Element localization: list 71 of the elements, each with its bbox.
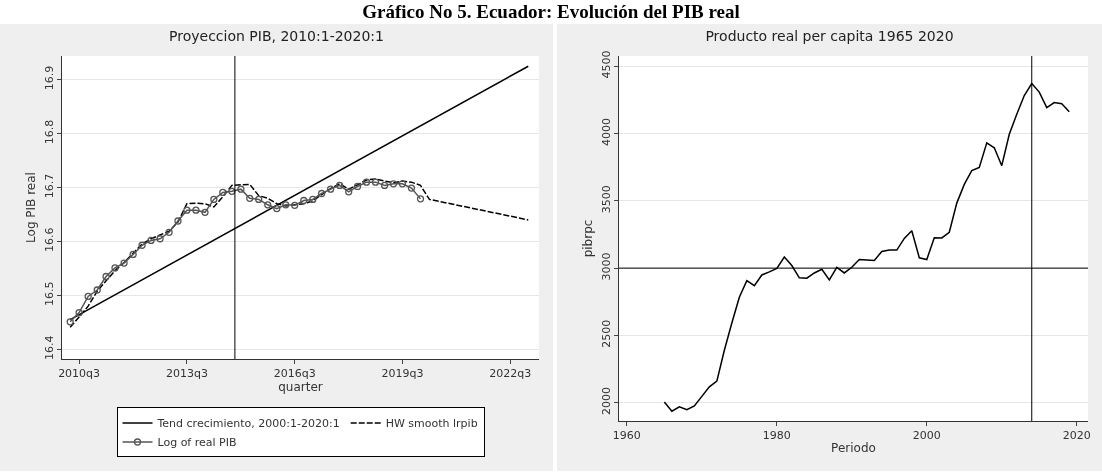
- x-tick-label: 2016q3: [273, 367, 316, 381]
- y-axis-title: pibrpc: [580, 219, 595, 258]
- point: [335, 181, 344, 190]
- point: [138, 241, 146, 249]
- point: [282, 201, 290, 209]
- point: [398, 180, 407, 188]
- y-tick-label: 16.9: [42, 65, 56, 91]
- point: [120, 259, 128, 267]
- point: [416, 195, 425, 203]
- x-tick-label: 2020: [1062, 429, 1091, 443]
- text: Gráfico No 5. Ecuador: Evolución del PIB real: [361, 0, 741, 24]
- point: [300, 196, 308, 205]
- point: [291, 201, 299, 209]
- y-tick-label: 16.5: [42, 281, 56, 306]
- point: [201, 208, 209, 216]
- x-axis-title: quarter: [278, 380, 323, 395]
- y-tick-label: 3500: [599, 185, 613, 214]
- point: [93, 286, 101, 294]
- point: [353, 182, 362, 191]
- point: [362, 178, 371, 186]
- point: [156, 235, 164, 243]
- point: [192, 206, 200, 214]
- point: [102, 272, 110, 281]
- point: [255, 195, 263, 204]
- point: [165, 228, 173, 236]
- y-tick-label: 16.4: [42, 335, 56, 360]
- legend-label: Log of real PIB: [157, 436, 237, 450]
- point: [111, 264, 119, 272]
- point: [407, 184, 416, 192]
- point: [219, 188, 227, 197]
- point: [66, 318, 74, 326]
- legend-label: HW smooth lrpib: [385, 417, 478, 431]
- y-tick-label: 3000: [599, 252, 613, 281]
- x-tick-label: 2022q3: [489, 367, 532, 381]
- y-tick-label: 16.8: [42, 119, 56, 145]
- x-tick-label: 1980: [762, 429, 791, 443]
- point: [273, 204, 281, 213]
- chart-title: Producto real per capita 1965 2020: [705, 27, 954, 44]
- x-tick-label: 2013q3: [165, 367, 208, 381]
- point: [246, 194, 254, 202]
- point: [75, 308, 83, 317]
- point: [174, 217, 182, 225]
- y-tick-label: 16.7: [42, 173, 56, 199]
- y-axis-title: Log PIB real: [23, 172, 38, 243]
- point: [183, 206, 191, 214]
- point: [237, 185, 245, 193]
- y-tick-label: 16.6: [42, 227, 56, 253]
- point: [264, 201, 272, 209]
- point: [380, 181, 389, 190]
- x-tick-label: 1960: [612, 429, 641, 443]
- x-tick-label: 2000: [912, 429, 941, 443]
- point: [345, 188, 353, 196]
- point: [371, 178, 380, 186]
- point: [84, 292, 92, 301]
- point: [228, 187, 236, 195]
- point: [210, 195, 218, 204]
- y-tick-label: 4500: [599, 50, 613, 79]
- x-tick-label: 2010q3: [58, 367, 101, 381]
- point: [389, 180, 398, 188]
- x-tick-label: 2019q3: [381, 367, 424, 381]
- y-tick-label: 4000: [599, 117, 613, 146]
- point: [309, 195, 317, 204]
- point: [147, 236, 155, 245]
- legend-label: Tend crecimiento, 2000:1-2020:1: [156, 417, 340, 431]
- y-tick-label: 2000: [599, 387, 613, 416]
- chart-title: Proyeccion PIB, 2010:1-2020:1: [169, 27, 384, 44]
- y-tick-label: 2500: [599, 319, 613, 348]
- x-axis-title: Periodo: [831, 441, 876, 456]
- point: [129, 250, 137, 259]
- point: [318, 189, 326, 198]
- point: [326, 185, 335, 193]
